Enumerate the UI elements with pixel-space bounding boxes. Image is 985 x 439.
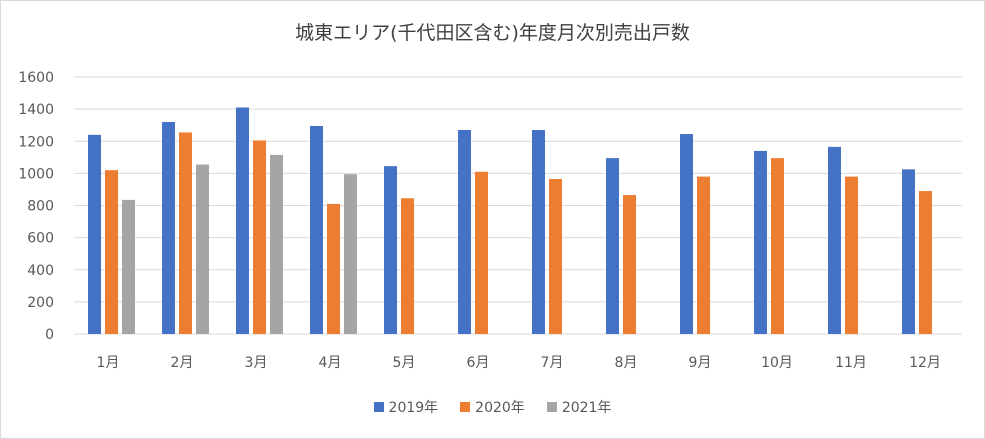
legend-item: 2020年 <box>460 397 525 417</box>
bar-2019年-3月 <box>236 107 249 334</box>
x-tick-label: 1月 <box>97 355 120 371</box>
x-tick-label: 9月 <box>689 355 712 371</box>
bar-2021年-4月 <box>344 174 357 334</box>
x-tick-label: 6月 <box>467 355 490 371</box>
bar-2019年-9月 <box>680 134 693 334</box>
bar-2020年-5月 <box>401 198 414 334</box>
y-tick-label: 1200 <box>18 134 54 150</box>
bar-2020年-7月 <box>549 178 562 334</box>
x-tick-label: 4月 <box>319 355 342 371</box>
x-tick-label: 10月 <box>761 355 793 371</box>
chart-legend: 2019年 2020年 2021年 <box>0 397 985 417</box>
bar-2020年-3月 <box>253 140 266 334</box>
legend-item: 2019年 <box>373 397 439 417</box>
chart-title: 城東エリア(千代田区含む)年度月次別売出戸数 <box>295 22 690 44</box>
bar-2020年-8月 <box>623 195 636 334</box>
legend-swatch <box>460 402 471 412</box>
y-tick-label: 1000 <box>18 166 54 182</box>
bar-2021年-2月 <box>196 164 209 334</box>
legend-label: 2021年 <box>561 400 612 416</box>
bar-2020年-4月 <box>327 203 340 334</box>
bar-2020年-11月 <box>845 176 858 334</box>
legend-label: 2019年 <box>388 400 439 416</box>
y-tick-label: 400 <box>27 263 54 279</box>
bar-2019年-11月 <box>828 146 841 334</box>
y-tick-label: 0 <box>45 327 54 343</box>
x-tick-label: 11月 <box>835 355 867 371</box>
bar-2019年-7月 <box>532 130 545 334</box>
bar-2020年-12月 <box>919 191 932 334</box>
bar-2020年-1月 <box>105 170 118 334</box>
y-tick-label: 1600 <box>18 70 54 86</box>
x-tick-label: 2月 <box>171 355 194 371</box>
x-tick-label: 12月 <box>909 355 941 371</box>
y-tick-label: 800 <box>27 199 54 215</box>
y-tick-label: 200 <box>27 295 54 311</box>
bar-2019年-8月 <box>606 158 619 334</box>
legend-swatch <box>373 402 384 412</box>
legend-swatch <box>546 402 557 412</box>
x-tick-label: 8月 <box>615 355 638 371</box>
bar-2019年-6月 <box>458 130 471 334</box>
y-tick-label: 600 <box>27 231 54 247</box>
bar-2020年-6月 <box>475 171 488 334</box>
bar-2019年-1月 <box>88 134 101 334</box>
bar-2019年-2月 <box>162 121 175 334</box>
bar-2020年-2月 <box>179 132 192 334</box>
bar-2021年-3月 <box>270 154 283 334</box>
bar-2019年-10月 <box>754 150 767 334</box>
bar-2019年-5月 <box>384 166 397 334</box>
bar-2019年-12月 <box>902 169 915 334</box>
x-tick-label: 3月 <box>245 355 268 371</box>
y-tick-label: 1400 <box>18 102 54 118</box>
bar-2020年-9月 <box>697 176 710 334</box>
x-tick-label: 7月 <box>541 355 564 371</box>
bar-2020年-10月 <box>771 158 784 334</box>
bar-2021年-1月 <box>122 199 135 334</box>
legend-item: 2021年 <box>546 397 612 417</box>
bar-2019年-4月 <box>310 125 323 334</box>
x-tick-label: 5月 <box>393 355 416 371</box>
legend-label: 2020年 <box>475 400 525 416</box>
